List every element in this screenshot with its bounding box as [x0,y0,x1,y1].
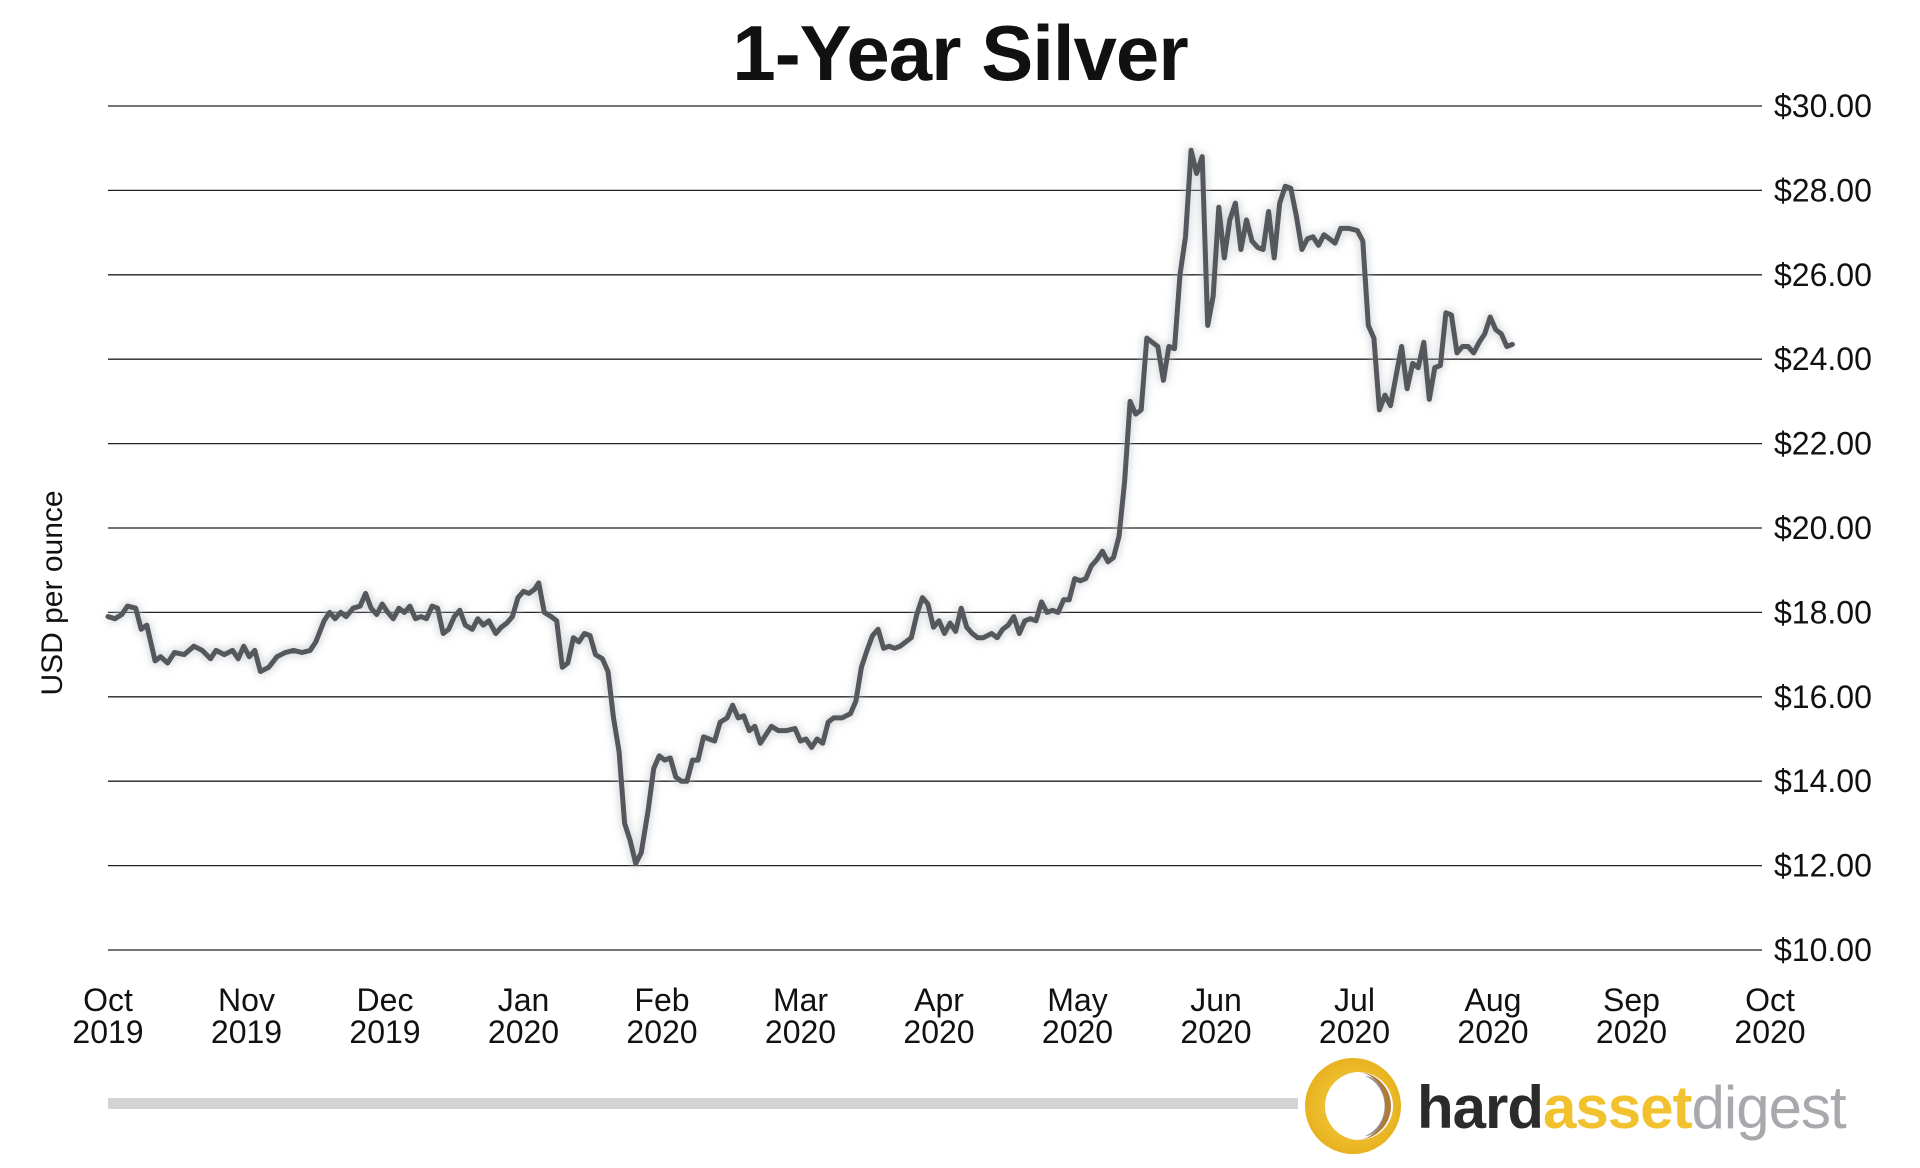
brand-wordmark: hardassetdigest [1417,1074,1847,1141]
price-line-shadow [106,145,1514,868]
footer-bar [108,1098,1298,1109]
y-tick-label: $24.00 [1774,341,1872,377]
x-tick-label: Nov 2019 [211,982,282,1050]
x-tick-label: May 2020 [1042,982,1113,1050]
y-tick-label: $14.00 [1774,763,1872,799]
y-tick-label: $22.00 [1774,426,1872,462]
y-tick-label: $26.00 [1774,257,1872,293]
brand-logo [1305,1058,1401,1154]
chart-title: 1-Year Silver [732,9,1188,97]
y-tick-label: $16.00 [1774,679,1872,715]
x-tick-label: Apr 2020 [903,982,974,1050]
gridlines [108,105,1762,951]
y-tick-label: $12.00 [1774,848,1872,884]
price-line [105,147,1515,866]
y-tick-label: $30.00 [1774,88,1872,124]
x-axis-ticks: Oct 2019 Nov 2019 Dec 2019 Jan 2020 Feb 2020 Mar 20… [72,982,1805,1050]
brand-word-asset: asset [1543,1074,1692,1141]
x-tick-label: Sep 2020 [1596,982,1667,1050]
y-axis-label: USD per ounce [36,490,69,695]
y-tick-label: $10.00 [1774,932,1872,968]
brand-word-digest: digest [1692,1074,1847,1141]
x-tick-label: Jul 2020 [1319,982,1390,1050]
x-tick-label: Oct 2020 [1734,982,1805,1050]
x-tick-label: Jan 2020 [488,982,559,1050]
y-tick-label: $28.00 [1774,172,1872,208]
price-series [105,145,1515,868]
x-tick-label: Feb 2020 [626,982,697,1050]
y-tick-label: $18.00 [1774,594,1872,630]
x-tick-label: Jun 2020 [1180,982,1251,1050]
y-axis-ticks: $10.00 $12.00 $14.00 $16.00 $18.00 $20.00 $22.… [1774,88,1872,968]
y-tick-label: $20.00 [1774,510,1872,546]
x-tick-label: Mar 2020 [765,982,836,1050]
x-tick-label: Aug 2020 [1457,982,1528,1050]
brand-word-hard: hard [1417,1074,1543,1141]
x-tick-label: Oct 2019 [72,982,143,1050]
x-tick-label: Dec 2019 [349,982,420,1050]
